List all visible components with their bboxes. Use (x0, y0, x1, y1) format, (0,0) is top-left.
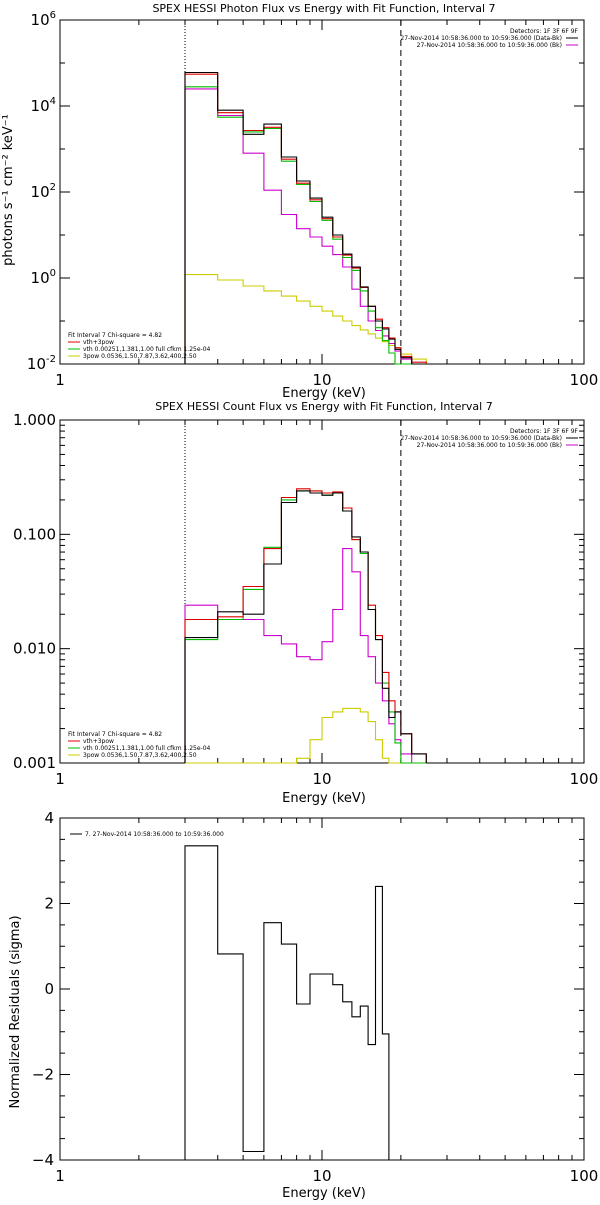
x-tick-label: 1 (55, 1167, 65, 1185)
legend-detectors: Detectors: 1F 3F 6F 9F (510, 28, 579, 35)
x-tick-label: 100 (570, 1167, 599, 1185)
y-tick-label: 0 (44, 980, 54, 998)
y-tick-label: 0.010 (13, 640, 56, 658)
y-tick-label: 4 (44, 809, 54, 827)
y-tick-label: 10-2 (27, 354, 56, 373)
x-tick-label: 100 (570, 770, 599, 788)
x-tick-label: 10 (312, 1167, 331, 1185)
y-tick-label: 102 (31, 182, 56, 201)
y-tick-label: 0.100 (13, 525, 56, 543)
y-tick-label: 100 (31, 268, 56, 287)
residuals-ylabel: Normalized Residuals (sigma) (8, 915, 23, 1108)
legend-detectors: Detectors: 1F 3F 6F 9F (510, 428, 579, 435)
legend-fit-header: Fit Interval 7 Chi-square = 4.82 (68, 332, 162, 339)
legend-entry-text: 27-Nov-2014 10:58:36.000 to 10:59:36.000… (400, 35, 562, 42)
residuals-panel: Energy (keV) Normalized Residuals (sigma… (8, 809, 599, 1201)
x-tick-label: 1 (55, 770, 65, 788)
legend-entry-text: 27-Nov-2014 10:58:36.000 to 10:59:36.000… (417, 42, 562, 49)
legend-entry-text: vth 0.00251,1.381,1.00 full cfkm 1.25e-0… (83, 745, 211, 752)
legend-entry-text: vth 0.00251,1.381,1.00 full cfkm 1.25e-0… (83, 346, 211, 353)
photon-flux-panel: SPEX HESSI Photon Flux vs Energy with Fi… (1, 2, 598, 401)
series-3-steps (184, 88, 427, 365)
x-tick-label: 10 (312, 770, 331, 788)
series-0-steps (184, 490, 427, 763)
photon-flux-ylabel: photons s⁻¹ cm⁻² keV⁻¹ (1, 114, 16, 266)
y-tick-label: 104 (31, 96, 56, 115)
series-0-steps (184, 71, 427, 365)
series-4-steps (185, 707, 427, 764)
residuals-xlabel: Energy (keV) (282, 1186, 366, 1200)
count-flux-title: SPEX HESSI Count Flux vs Energy with Fit… (155, 400, 492, 413)
count-flux-xlabel: Energy (keV) (282, 791, 366, 806)
x-tick-label: 10 (312, 371, 331, 389)
photon-flux-title: SPEX HESSI Photon Flux vs Energy with Fi… (152, 2, 495, 15)
legend-entry-text: 3pow 0.0536,1.50,7.87,3.62,400,2.50 (83, 353, 197, 360)
y-tick-label: 0.001 (13, 754, 56, 772)
legend-entry-text: 27-Nov-2014 10:58:36.000 to 10:59:36.000… (417, 442, 562, 449)
residuals-legend-text: 7. 27-Nov-2014 10:58:36.000 to 10:59:36.… (85, 831, 224, 838)
x-tick-label: 1 (55, 371, 65, 389)
legend-entry-text: 27-Nov-2014 10:58:36.000 to 10:59:36.000… (400, 435, 562, 442)
y-tick-label: −2 (32, 1066, 54, 1084)
y-tick-label: 2 (44, 895, 54, 913)
residuals-steps (184, 845, 390, 1160)
y-tick-label: −4 (32, 1151, 54, 1169)
y-tick-label: 106 (31, 10, 56, 29)
count-flux-panel: SPEX HESSI Count Flux vs Energy with Fit… (13, 400, 598, 806)
legend-entry-text: vth+3pow (83, 738, 114, 745)
legend-fit-header: Fit Interval 7 Chi-square = 4.82 (68, 731, 162, 738)
series-3-steps (184, 548, 427, 764)
x-tick-label: 100 (570, 371, 599, 389)
y-tick-label: 1.000 (13, 411, 56, 429)
photon-flux-xlabel: Energy (keV) (282, 386, 366, 401)
legend-entry-text: 3pow 0.0536,1.50,7.87,3.62,400,2.50 (83, 752, 197, 759)
legend-entry-text: vth+3pow (83, 339, 114, 346)
